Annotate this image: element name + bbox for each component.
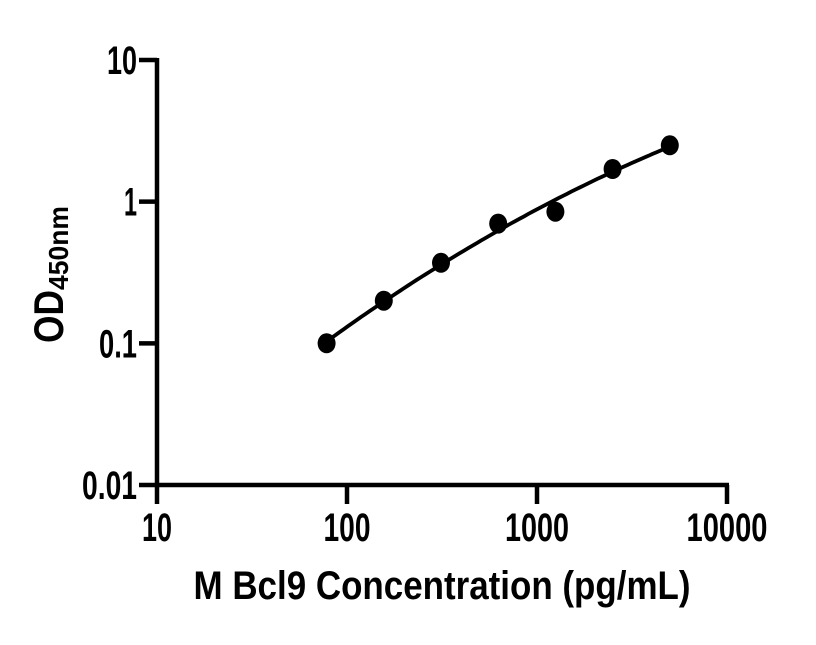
data-point [374,290,393,311]
data-point [317,333,336,354]
x-axis-title: M Bcl9 Concentration (pg/mL) [194,564,691,608]
data-point [603,159,622,179]
y-tick-label: 1 [124,181,137,225]
chart-generated-layer: 0.01 0.1 1 10 10 100 1000 10000 [82,39,768,550]
y-tick-label: 10 [107,39,137,83]
data-point [489,213,508,234]
y-axis-title: OD450nm [25,206,74,343]
y-axis-title-subscript: 450nm [43,206,74,290]
data-point [432,252,450,273]
x-tick-label: 10000 [687,506,768,550]
x-tick-label: 10 [142,506,172,550]
data-point [660,135,679,156]
y-tick-label: 0.1 [99,322,137,366]
y-axis-title-main: OD [25,290,72,343]
data-point [546,201,565,222]
y-tick-label: 0.01 [82,464,137,508]
x-tick-label: 1000 [505,506,569,550]
x-tick-label: 100 [324,506,371,550]
